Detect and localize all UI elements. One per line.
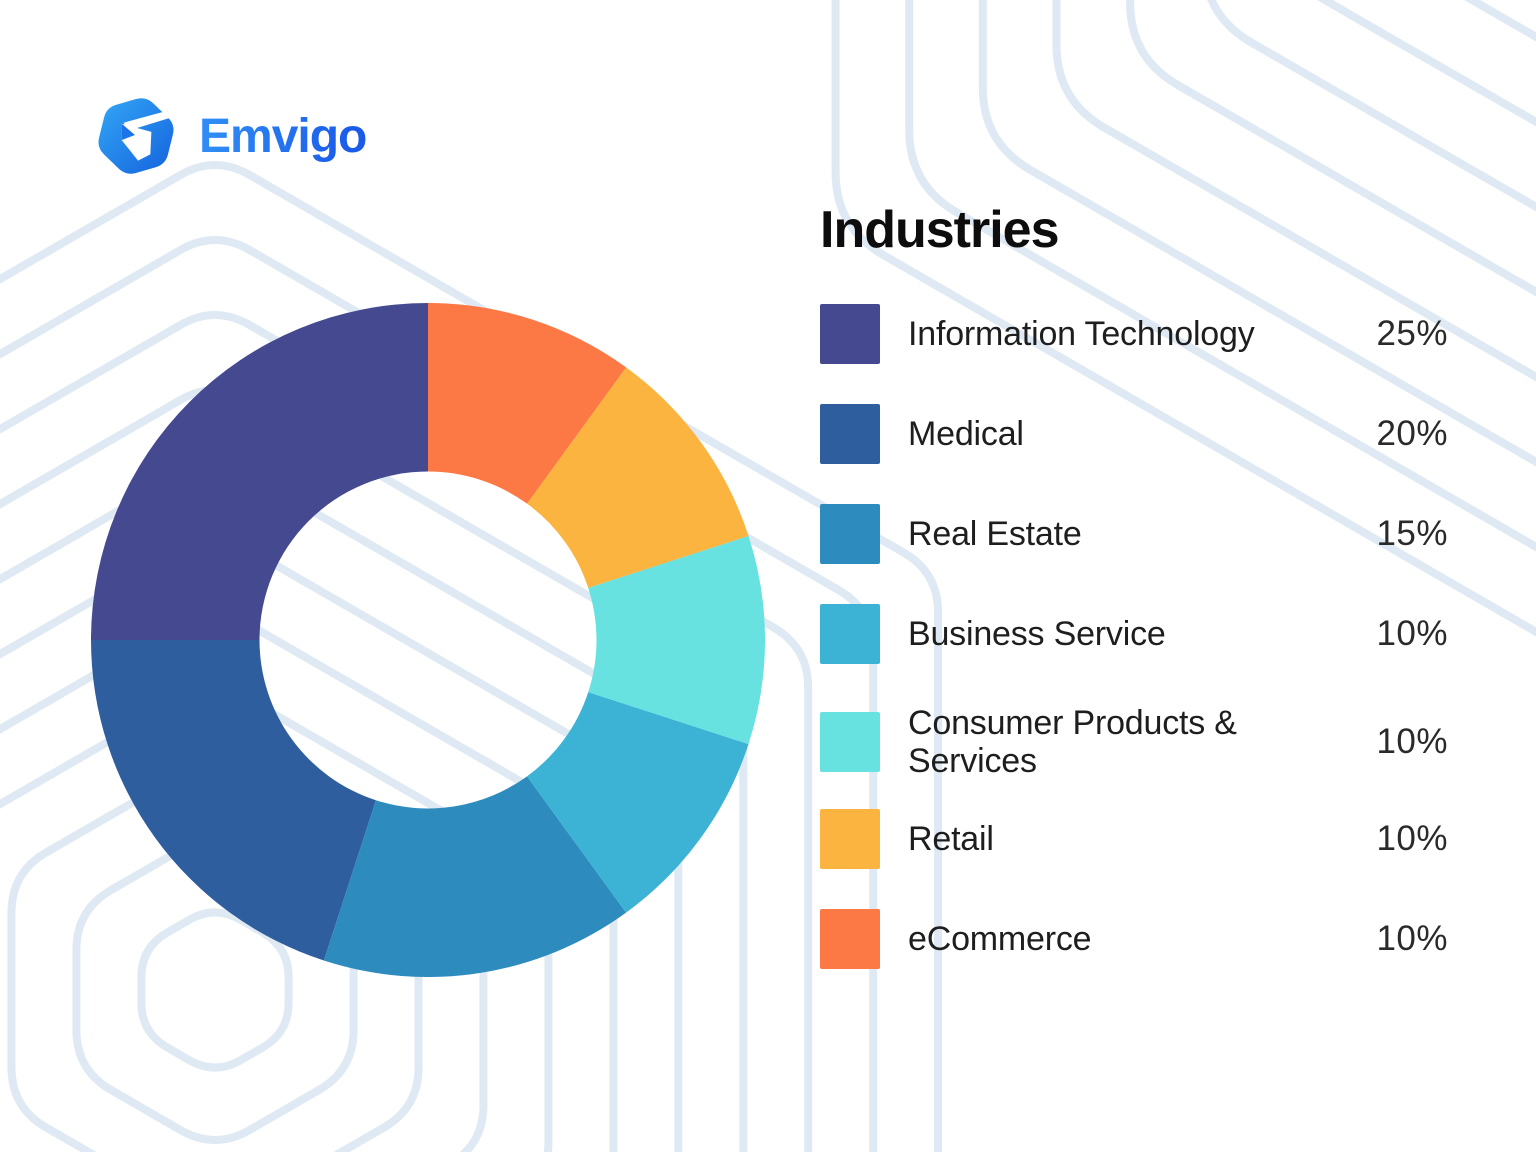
legend-color-swatch xyxy=(820,504,880,564)
legend-item-label: Consumer Products & Services xyxy=(908,704,1237,781)
donut-slice xyxy=(527,692,749,913)
emvigo-wordmark: Emvigo xyxy=(199,109,367,163)
legend-rows: Information Technology 25% Medical 20% R… xyxy=(820,304,1448,969)
legend-item: eCommerce 10% xyxy=(820,908,1448,969)
legend-item: Real Estate 15% xyxy=(820,504,1448,564)
legend-color-swatch xyxy=(820,304,880,364)
logo: Emvigo xyxy=(95,93,367,179)
donut-slice xyxy=(588,535,765,745)
hexagon-contour xyxy=(0,236,878,1152)
donut-slice xyxy=(428,303,627,504)
legend-item: Consumer Products & Services 10% xyxy=(820,704,1448,781)
legend-item: Retail 10% xyxy=(820,808,1448,869)
donut-slice xyxy=(323,776,627,977)
legend-item: Business Service 10% xyxy=(820,604,1448,664)
legend-title: Industries xyxy=(820,201,1060,259)
legend-color-swatch xyxy=(820,908,880,969)
legend-item-value: 10% xyxy=(1376,614,1448,653)
legend-item-value: 10% xyxy=(1376,722,1448,762)
legend-item-label: Business Service xyxy=(908,614,1166,653)
legend-item-value: 10% xyxy=(1376,818,1448,858)
legend-item-value: 10% xyxy=(1376,918,1448,958)
logo-cube-fold xyxy=(121,123,135,141)
legend-item-label: eCommerce xyxy=(908,919,1092,958)
hexagon-contour xyxy=(0,311,813,1152)
hexagon-contour xyxy=(1464,0,1536,42)
legend-item: Information Technology 25% xyxy=(820,304,1448,364)
legend-item-value: 20% xyxy=(1376,414,1448,453)
logo-slash-mark xyxy=(123,110,171,131)
legend-color-swatch xyxy=(820,604,880,664)
legend-item-value: 15% xyxy=(1376,514,1448,553)
legend-color-swatch xyxy=(820,404,880,464)
legend-item: Medical 20% xyxy=(820,404,1448,464)
legend-item-label: Retail xyxy=(908,819,994,858)
industries-legend: Industries Information Technology 25% Me… xyxy=(820,200,1448,1009)
donut-slice xyxy=(91,640,376,961)
donut-slice xyxy=(527,367,749,588)
hexagon-contour xyxy=(0,611,553,1152)
legend-item-label: Real Estate xyxy=(908,514,1082,553)
legend-color-swatch xyxy=(820,808,880,869)
emvigo-logo-icon xyxy=(98,98,174,174)
donut-slice xyxy=(91,303,428,640)
industries-donut-chart xyxy=(91,303,765,977)
legend-item-label: Medical xyxy=(908,414,1024,453)
legend-color-swatch xyxy=(820,712,880,773)
legend-item-value: 25% xyxy=(1376,314,1448,353)
hexagon-contour xyxy=(0,161,943,1152)
legend-item-label: Information Technology xyxy=(908,314,1255,353)
